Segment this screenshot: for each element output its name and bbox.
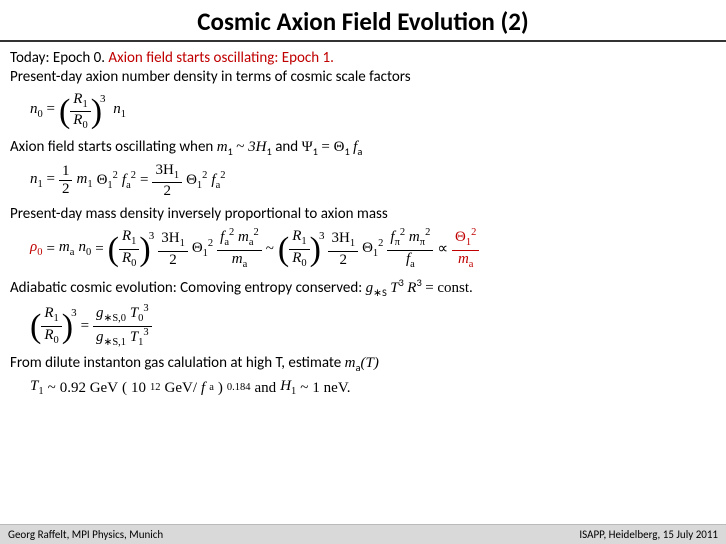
text-line-5: Adiabatic cosmic evolution: Comoving ent… (10, 277, 716, 299)
title-underline (0, 40, 726, 42)
slide: Cosmic Axion Field Evolution (2) Today: … (0, 0, 726, 544)
slide-title: Cosmic Axion Field Evolution (2) (0, 2, 726, 43)
text-line-1: Today: Epoch 0. Axion field starts oscil… (10, 50, 716, 67)
footer-right: ISAPP, Heidelberg, 15 July 2011 (579, 528, 718, 541)
equation-rho0: ρ0 = ma n0 = ( R1 R0 ) 3 3H1 2 Θ12 (30, 227, 716, 271)
footer: Georg Raffelt, MPI Physics, Munich ISAPP… (0, 524, 726, 544)
equation-n0: n0 = ( R1 R0 ) 3 n1 (30, 91, 716, 133)
equation-T1-H1: T1 ~ 0.92 GeV ( 1012 GeV/ fa )0.184 and … (30, 378, 716, 398)
footer-left: Georg Raffelt, MPI Physics, Munich (8, 528, 163, 541)
slide-body: Today: Epoch 0. Axion field starts oscil… (10, 48, 716, 518)
epoch1-text: Axion field starts oscillating: Epoch 1. (108, 49, 333, 67)
text-line-3: Axion field starts oscillating when m1 ~… (10, 139, 716, 158)
text-line-6: From dilute instanton gas calulation at … (10, 355, 716, 374)
equation-R-ratio: ( R1 R0 ) 3 = g∗S,0 T03 g∗S,1 T13 (30, 303, 716, 349)
text-line-4: Present-day mass density inversely propo… (10, 206, 716, 223)
text-line-2: Present-day axion number density in term… (10, 69, 716, 86)
equation-n1: n1 = 1 2 m1 Θ12 fa2 = 3H1 2 Θ12 fa2 (30, 162, 716, 201)
epoch0-text: Today: Epoch 0. (10, 49, 108, 67)
